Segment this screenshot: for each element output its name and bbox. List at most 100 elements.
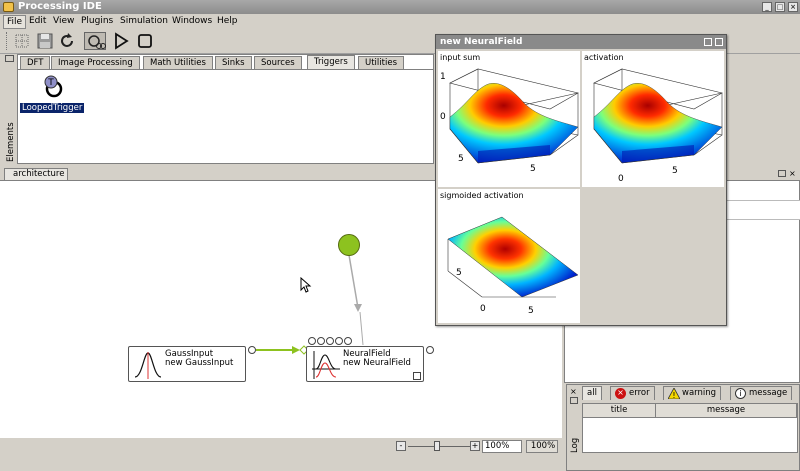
undock-icon[interactable] [570, 397, 578, 404]
neural-field-window-titlebar[interactable]: new NeuralField [436, 35, 726, 49]
palette-side-bar: Elements [4, 54, 18, 164]
neural-field-port[interactable] [308, 337, 316, 345]
gauss-input-subtitle: new GaussInput [165, 358, 234, 368]
menu-edit[interactable]: Edit [29, 16, 47, 26]
neural-field-port[interactable] [335, 337, 343, 345]
plot-sigmoided-tick-y: 5 [456, 268, 462, 278]
stop-icon[interactable] [136, 32, 154, 50]
refresh-icon[interactable] [58, 32, 76, 50]
menu-simulation[interactable]: Simulation [120, 16, 168, 26]
log-table: title message [582, 403, 798, 453]
peak-connection-line [348, 254, 359, 309]
menu-windows[interactable]: Windows [172, 16, 213, 26]
log-tab-message[interactable]: i message [730, 386, 793, 400]
tab-image-processing[interactable]: Image Processing [51, 56, 140, 70]
tab-triggers[interactable]: Triggers [307, 55, 355, 70]
log-tab-error[interactable]: × error [610, 386, 655, 400]
log-tab-error-label: error [629, 388, 650, 398]
close-button[interactable]: × [788, 2, 798, 12]
node-resize-icon[interactable] [413, 372, 421, 380]
close-icon[interactable]: × [570, 387, 577, 396]
plot-input-sum-tick-z-bottom: 0 [440, 112, 446, 122]
title-bar: Processing IDE _ □ × [0, 0, 800, 14]
plot-input-sum-tick-b: 5 [530, 164, 536, 174]
zoom-slider-handle[interactable] [434, 441, 440, 451]
minimize-button[interactable]: _ [762, 2, 772, 12]
trigger-icon-letter: T [47, 78, 54, 88]
zoom-connect-icon[interactable] [84, 32, 106, 50]
menu-plugins[interactable]: Plugins [81, 16, 114, 26]
neural-field-port[interactable] [344, 337, 352, 345]
neural-field-title: NeuralField [343, 349, 391, 359]
log-tab-message-label: message [749, 388, 788, 398]
plot-activation-tick-a: 0 [618, 174, 624, 184]
plot-sigmoided-activation-label: sigmoided activation [440, 191, 524, 200]
plot-sigmoided-tick-x: 5 [528, 306, 534, 316]
plot-sigmoided-activation: sigmoided activation 5 5 0 [438, 189, 580, 323]
zoom-out-button[interactable]: - [396, 441, 406, 451]
zoom-field[interactable]: 100% [482, 440, 522, 453]
log-tab-warning-label: warning [682, 388, 717, 398]
plot-input-sum: input sum 1 0 5 5 [438, 51, 580, 187]
log-column-message[interactable]: message [656, 404, 797, 418]
zoom-in-button[interactable]: + [470, 441, 480, 451]
gauss-output-port[interactable] [248, 346, 256, 354]
tab-architecture[interactable]: architecture [4, 168, 68, 181]
tabs-divider [18, 69, 434, 70]
log-tab-all[interactable]: all [582, 386, 602, 400]
undock-icon[interactable] [704, 38, 712, 46]
tab-sources[interactable]: Sources [254, 56, 302, 70]
neural-field-output-port[interactable] [426, 346, 434, 354]
info-icon: i [735, 388, 746, 399]
undock-icon[interactable] [778, 170, 786, 177]
mouse-cursor-icon [300, 277, 312, 293]
window-title: Processing IDE [18, 1, 102, 12]
toolbar-grip [6, 32, 8, 50]
play-icon[interactable] [112, 32, 130, 50]
neural-field-window-title: new NeuralField [440, 37, 523, 47]
tab-sinks[interactable]: Sinks [215, 56, 252, 70]
plot-input-sum-label: input sum [440, 53, 481, 62]
tab-utilities[interactable]: Utilities [358, 56, 404, 70]
gauss-input-node[interactable]: GaussInput new GaussInput [128, 346, 246, 382]
menu-view[interactable]: View [53, 16, 75, 26]
tab-dft[interactable]: DFT [20, 56, 51, 70]
plot-activation: activation 0 5 [582, 51, 724, 187]
log-column-title[interactable]: title [583, 404, 656, 418]
close-icon[interactable]: × [789, 169, 796, 178]
gauss-to-field-arrow [292, 346, 300, 354]
error-icon: × [615, 388, 626, 399]
neural-field-subtitle: new NeuralField [343, 358, 411, 368]
looped-trigger-icon[interactable]: T [42, 74, 66, 100]
warning-icon: ! [668, 388, 680, 399]
gauss-input-title: GaussInput [165, 349, 214, 359]
neural-field-icon [312, 351, 340, 379]
neural-field-port[interactable] [317, 337, 325, 345]
menu-help[interactable]: Help [217, 16, 238, 26]
menu-file[interactable]: File [3, 15, 27, 29]
neural-field-port[interactable] [326, 337, 334, 345]
zoom-reset-button[interactable]: 100% [526, 440, 558, 453]
plot-activation-label: activation [584, 53, 624, 62]
plot-input-sum-tick-z-top: 1 [440, 72, 446, 82]
undock-icon[interactable] [5, 55, 14, 62]
grid-icon[interactable] [13, 32, 31, 50]
gaussian-icon [134, 352, 162, 379]
tab-math-utilities[interactable]: Math Utilities [143, 56, 213, 70]
menu-bar: File Edit View Plugins Simulation Window… [0, 14, 800, 29]
zoom-control: - + 100% 100% [396, 440, 558, 455]
plot-sigmoided-tick-origin: 0 [480, 304, 486, 314]
save-icon[interactable] [36, 32, 54, 50]
element-looped-trigger[interactable]: LoopedTrigger [20, 103, 85, 113]
peak-connection-line-lower [359, 311, 364, 346]
maximize-icon[interactable] [715, 38, 723, 46]
architecture-footer [0, 438, 562, 471]
plot-activation-tick-b: 5 [672, 166, 678, 176]
peak-detector-node[interactable] [338, 234, 360, 256]
plot-input-sum-tick-a: 5 [458, 154, 464, 164]
toolbar [0, 29, 800, 54]
log-tab-warning[interactable]: ! warning [663, 386, 722, 400]
log-side-label: Log [570, 437, 580, 453]
neural-field-node[interactable]: NeuralField new NeuralField [306, 346, 424, 382]
maximize-button[interactable]: □ [775, 2, 785, 12]
